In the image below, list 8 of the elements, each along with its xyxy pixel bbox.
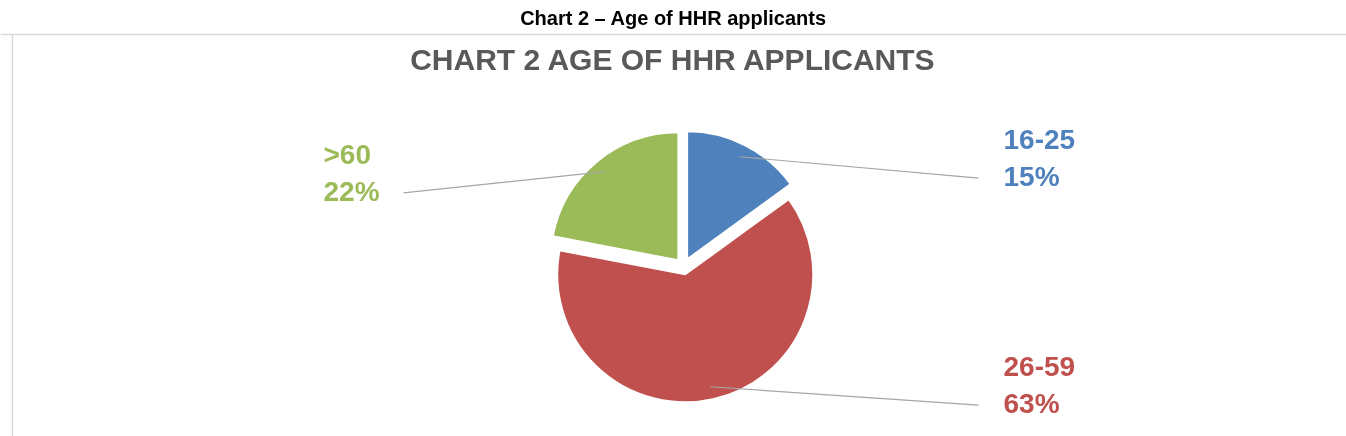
data-label: 63% [1003,388,1060,420]
slice-label: 16-25 [1003,124,1076,156]
chart-subtitle: CHART 2 AGE OF HHR APPLICANTS [410,42,935,76]
slice-label: 26-59 [1003,351,1076,383]
chart-title: Chart 2 – Age of HHR applicants [520,6,827,29]
slice-label: >60 [323,138,371,170]
data-label: 15% [1003,161,1060,193]
data-label: 22% [323,175,380,207]
